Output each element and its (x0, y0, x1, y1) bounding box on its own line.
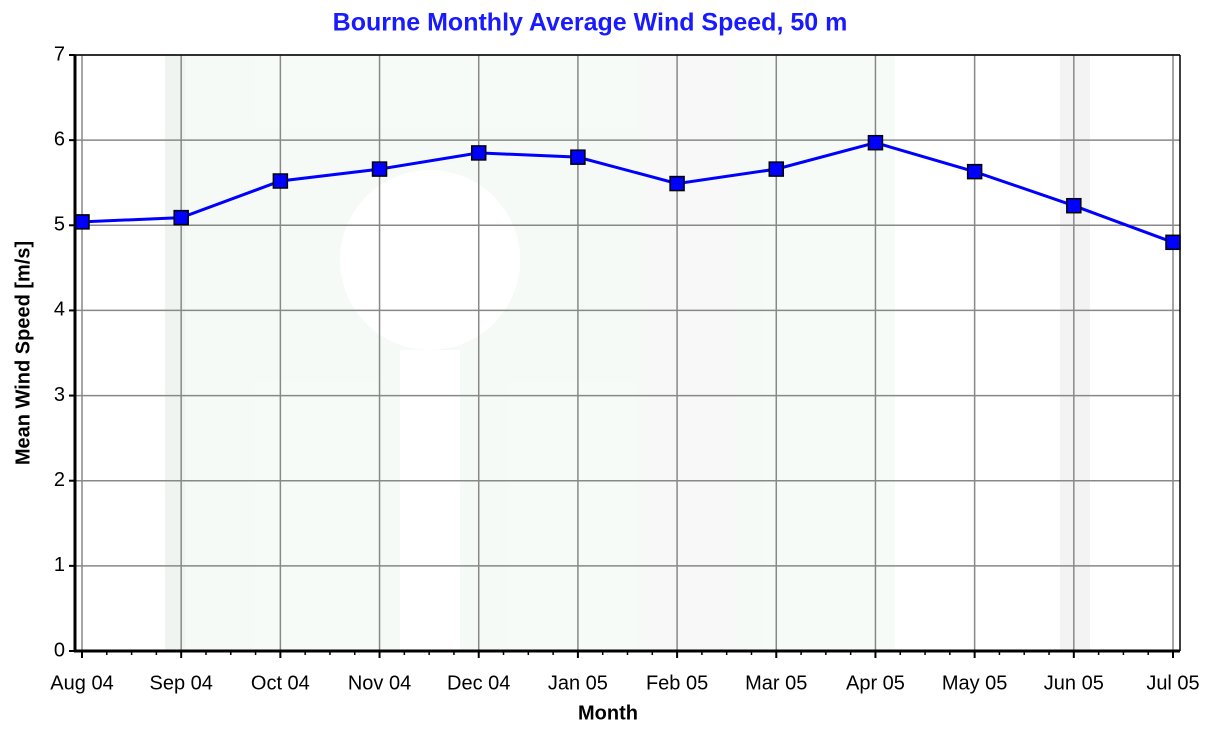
data-point (670, 177, 684, 191)
data-point (472, 146, 486, 160)
x-tick-label: Jul 05 (1146, 672, 1199, 694)
y-tick-label: 0 (54, 639, 65, 661)
data-point (571, 150, 585, 164)
data-point (769, 162, 783, 176)
x-tick-label: Apr 05 (846, 672, 905, 694)
y-tick-label: 3 (54, 384, 65, 406)
data-point (1067, 199, 1081, 213)
x-tick-label: Feb 05 (646, 672, 708, 694)
x-tick-label: Oct 04 (251, 672, 310, 694)
x-tick-label: May 05 (942, 672, 1008, 694)
y-axis-label: Mean Wind Speed [m/s] (12, 241, 34, 465)
x-axis-label: Month (578, 702, 638, 724)
x-tick-label: Jun 05 (1044, 672, 1104, 694)
x-tick-label: Mar 05 (745, 672, 807, 694)
data-point (273, 174, 287, 188)
chart: Bourne Monthly Average Wind Speed, 50 m … (0, 0, 1216, 729)
chart-title: Bourne Monthly Average Wind Speed, 50 m (333, 9, 848, 37)
data-point (174, 211, 188, 225)
x-tick-label: Sep 04 (149, 672, 212, 694)
data-point (373, 162, 387, 176)
x-tick-label: Jan 05 (548, 672, 608, 694)
y-tick-label: 4 (54, 299, 65, 321)
data-point (868, 136, 882, 150)
x-tick-label: Nov 04 (348, 672, 411, 694)
data-point (968, 165, 982, 179)
x-tick-label: Aug 04 (50, 672, 113, 694)
y-tick-label: 6 (54, 128, 65, 150)
data-point (1166, 235, 1180, 249)
x-tick-label: Dec 04 (447, 672, 510, 694)
y-tick-label: 1 (54, 554, 65, 576)
data-point (75, 215, 89, 229)
y-tick-label: 7 (54, 43, 65, 65)
y-tick-label: 2 (54, 469, 65, 491)
y-tick-label: 5 (54, 214, 65, 236)
